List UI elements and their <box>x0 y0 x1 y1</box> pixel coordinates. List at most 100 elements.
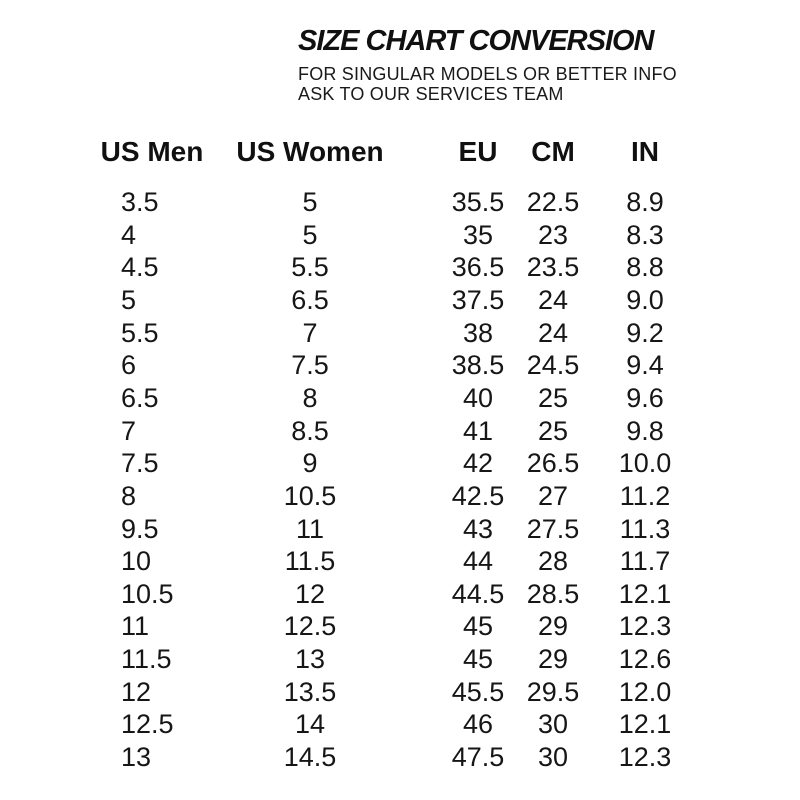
cell-cm: 22.5 <box>526 187 580 217</box>
cell-in: 8.8 <box>626 252 664 283</box>
cell-eu: 42 <box>462 448 494 479</box>
table-row: 12 13.5 45.5 29.5 12.0 <box>0 676 800 709</box>
table-row: 7.5 9 42 26.5 10.0 <box>0 447 800 480</box>
table-row: 5 6.5 37.5 24 9.0 <box>0 284 800 317</box>
cell-cm: 23.5 <box>526 252 580 283</box>
table-row: 6 7.5 38.5 24.5 9.4 <box>0 349 800 382</box>
column-header-us-men: US Men <box>100 136 204 167</box>
cell-eu: 37.5 <box>451 284 505 315</box>
cell-in: 12.1 <box>618 578 672 609</box>
table-row: 5.5 7 38 24 9.2 <box>0 317 800 350</box>
table-row: 8 10.5 42.5 27 11.2 <box>0 480 800 513</box>
cell-in: 12.1 <box>618 709 672 740</box>
table-row: 11.5 13 45 29 12.6 <box>0 643 800 676</box>
cell-eu: 36.5 <box>451 252 505 283</box>
cell-cm: 24 <box>537 317 569 348</box>
cell-us-men: 11.5 <box>121 644 172 675</box>
cell-in: 10.0 <box>618 448 672 479</box>
cell-cm: 23 <box>537 219 569 250</box>
cell-us-men: 11 <box>121 611 150 642</box>
cell-us-women: 14.5 <box>283 742 337 773</box>
column-header-us-women: US Women <box>236 136 384 167</box>
table-row: 7 8.5 41 25 9.8 <box>0 415 800 448</box>
cell-us-men: 13 <box>121 742 152 773</box>
cell-eu: 45 <box>462 611 494 642</box>
cell-in: 8.9 <box>626 187 664 217</box>
cell-eu: 38 <box>462 317 494 348</box>
cell-us-women: 12 <box>294 578 326 609</box>
page-title: SIZE CHART CONVERSION <box>298 25 655 57</box>
column-header-eu: EU <box>458 136 498 167</box>
cell-us-women: 9 <box>302 448 318 479</box>
cell-cm: 30 <box>537 742 569 773</box>
cell-us-men: 4 <box>121 219 137 250</box>
cell-in: 12.0 <box>618 676 672 707</box>
cell-us-men: 8 <box>121 480 137 511</box>
column-header-cm: CM <box>531 136 575 167</box>
cell-us-women: 12.5 <box>283 611 337 642</box>
cell-us-men: 6.5 <box>121 382 159 413</box>
cell-eu: 35 <box>462 219 494 250</box>
cell-us-women: 7.5 <box>291 350 329 381</box>
cell-in: 12.6 <box>618 644 672 675</box>
cell-cm: 24 <box>537 284 569 315</box>
cell-us-women: 5.5 <box>291 252 329 283</box>
cell-cm: 28.5 <box>526 578 580 609</box>
cell-eu: 45.5 <box>451 676 505 707</box>
cell-cm: 29.5 <box>526 676 580 707</box>
table-row: 6.5 8 40 25 9.6 <box>0 382 800 415</box>
cell-in: 9.4 <box>626 350 664 381</box>
cell-us-women: 5 <box>302 219 318 250</box>
cell-us-women: 8.5 <box>291 415 329 446</box>
cell-us-men: 9.5 <box>121 513 159 544</box>
cell-in: 11.2 <box>619 480 671 511</box>
cell-us-men: 7 <box>121 415 137 446</box>
cell-in: 12.3 <box>618 611 672 642</box>
table-row: 10.5 12 44.5 28.5 12.1 <box>0 578 800 611</box>
cell-us-men: 5.5 <box>121 317 159 348</box>
header-row: US Men US Women EU CM IN <box>0 135 800 168</box>
subtitle-line-1: FOR SINGULAR MODELS OR BETTER INFO <box>298 64 677 84</box>
table-row: 4.5 5.5 36.5 23.5 8.8 <box>0 251 800 284</box>
cell-cm: 27.5 <box>526 513 580 544</box>
table-row: 10 11.5 44 28 11.7 <box>0 545 800 578</box>
cell-us-women: 6.5 <box>291 284 329 315</box>
poster-header: SIZE CHART CONVERSION FOR SINGULAR MODEL… <box>298 24 677 104</box>
cell-in: 9.8 <box>626 415 664 446</box>
cell-us-women: 11.5 <box>284 546 336 577</box>
cell-us-men: 3.5 <box>121 187 159 217</box>
cell-cm: 27 <box>537 480 569 511</box>
cell-us-men: 5 <box>121 284 137 315</box>
cell-in: 12.3 <box>618 742 672 773</box>
cell-us-women: 7 <box>302 317 318 348</box>
cell-cm: 24.5 <box>526 350 580 381</box>
cell-us-women: 13.5 <box>283 676 337 707</box>
cell-cm: 29 <box>537 644 569 675</box>
cell-cm: 25 <box>537 382 569 413</box>
cell-in: 11.7 <box>619 546 671 577</box>
table-row: 4 5 35 23 8.3 <box>0 219 800 252</box>
cell-cm: 26.5 <box>526 448 580 479</box>
cell-cm: 25 <box>537 415 569 446</box>
cell-eu: 47.5 <box>451 742 505 773</box>
subtitle-line-2: ASK TO OUR SERVICES TEAM <box>298 84 564 104</box>
cell-in: 8.3 <box>626 219 664 250</box>
cell-eu: 42.5 <box>451 480 505 511</box>
cell-eu: 46 <box>462 709 494 740</box>
cell-cm: 30 <box>537 709 569 740</box>
cell-eu: 44 <box>462 546 494 577</box>
column-header-in: IN <box>631 136 659 167</box>
cell-eu: 35.5 <box>451 187 505 217</box>
cell-us-men: 12.5 <box>121 709 174 740</box>
cell-eu: 38.5 <box>451 350 505 381</box>
cell-eu: 41 <box>462 415 494 446</box>
table-row: 9.5 11 43 27.5 11.3 <box>0 513 800 546</box>
cell-us-men: 7.5 <box>121 448 159 479</box>
cell-us-women: 10.5 <box>283 480 337 511</box>
cell-cm: 29 <box>537 611 569 642</box>
cell-us-women: 5 <box>302 187 318 217</box>
cell-eu: 45 <box>462 644 494 675</box>
